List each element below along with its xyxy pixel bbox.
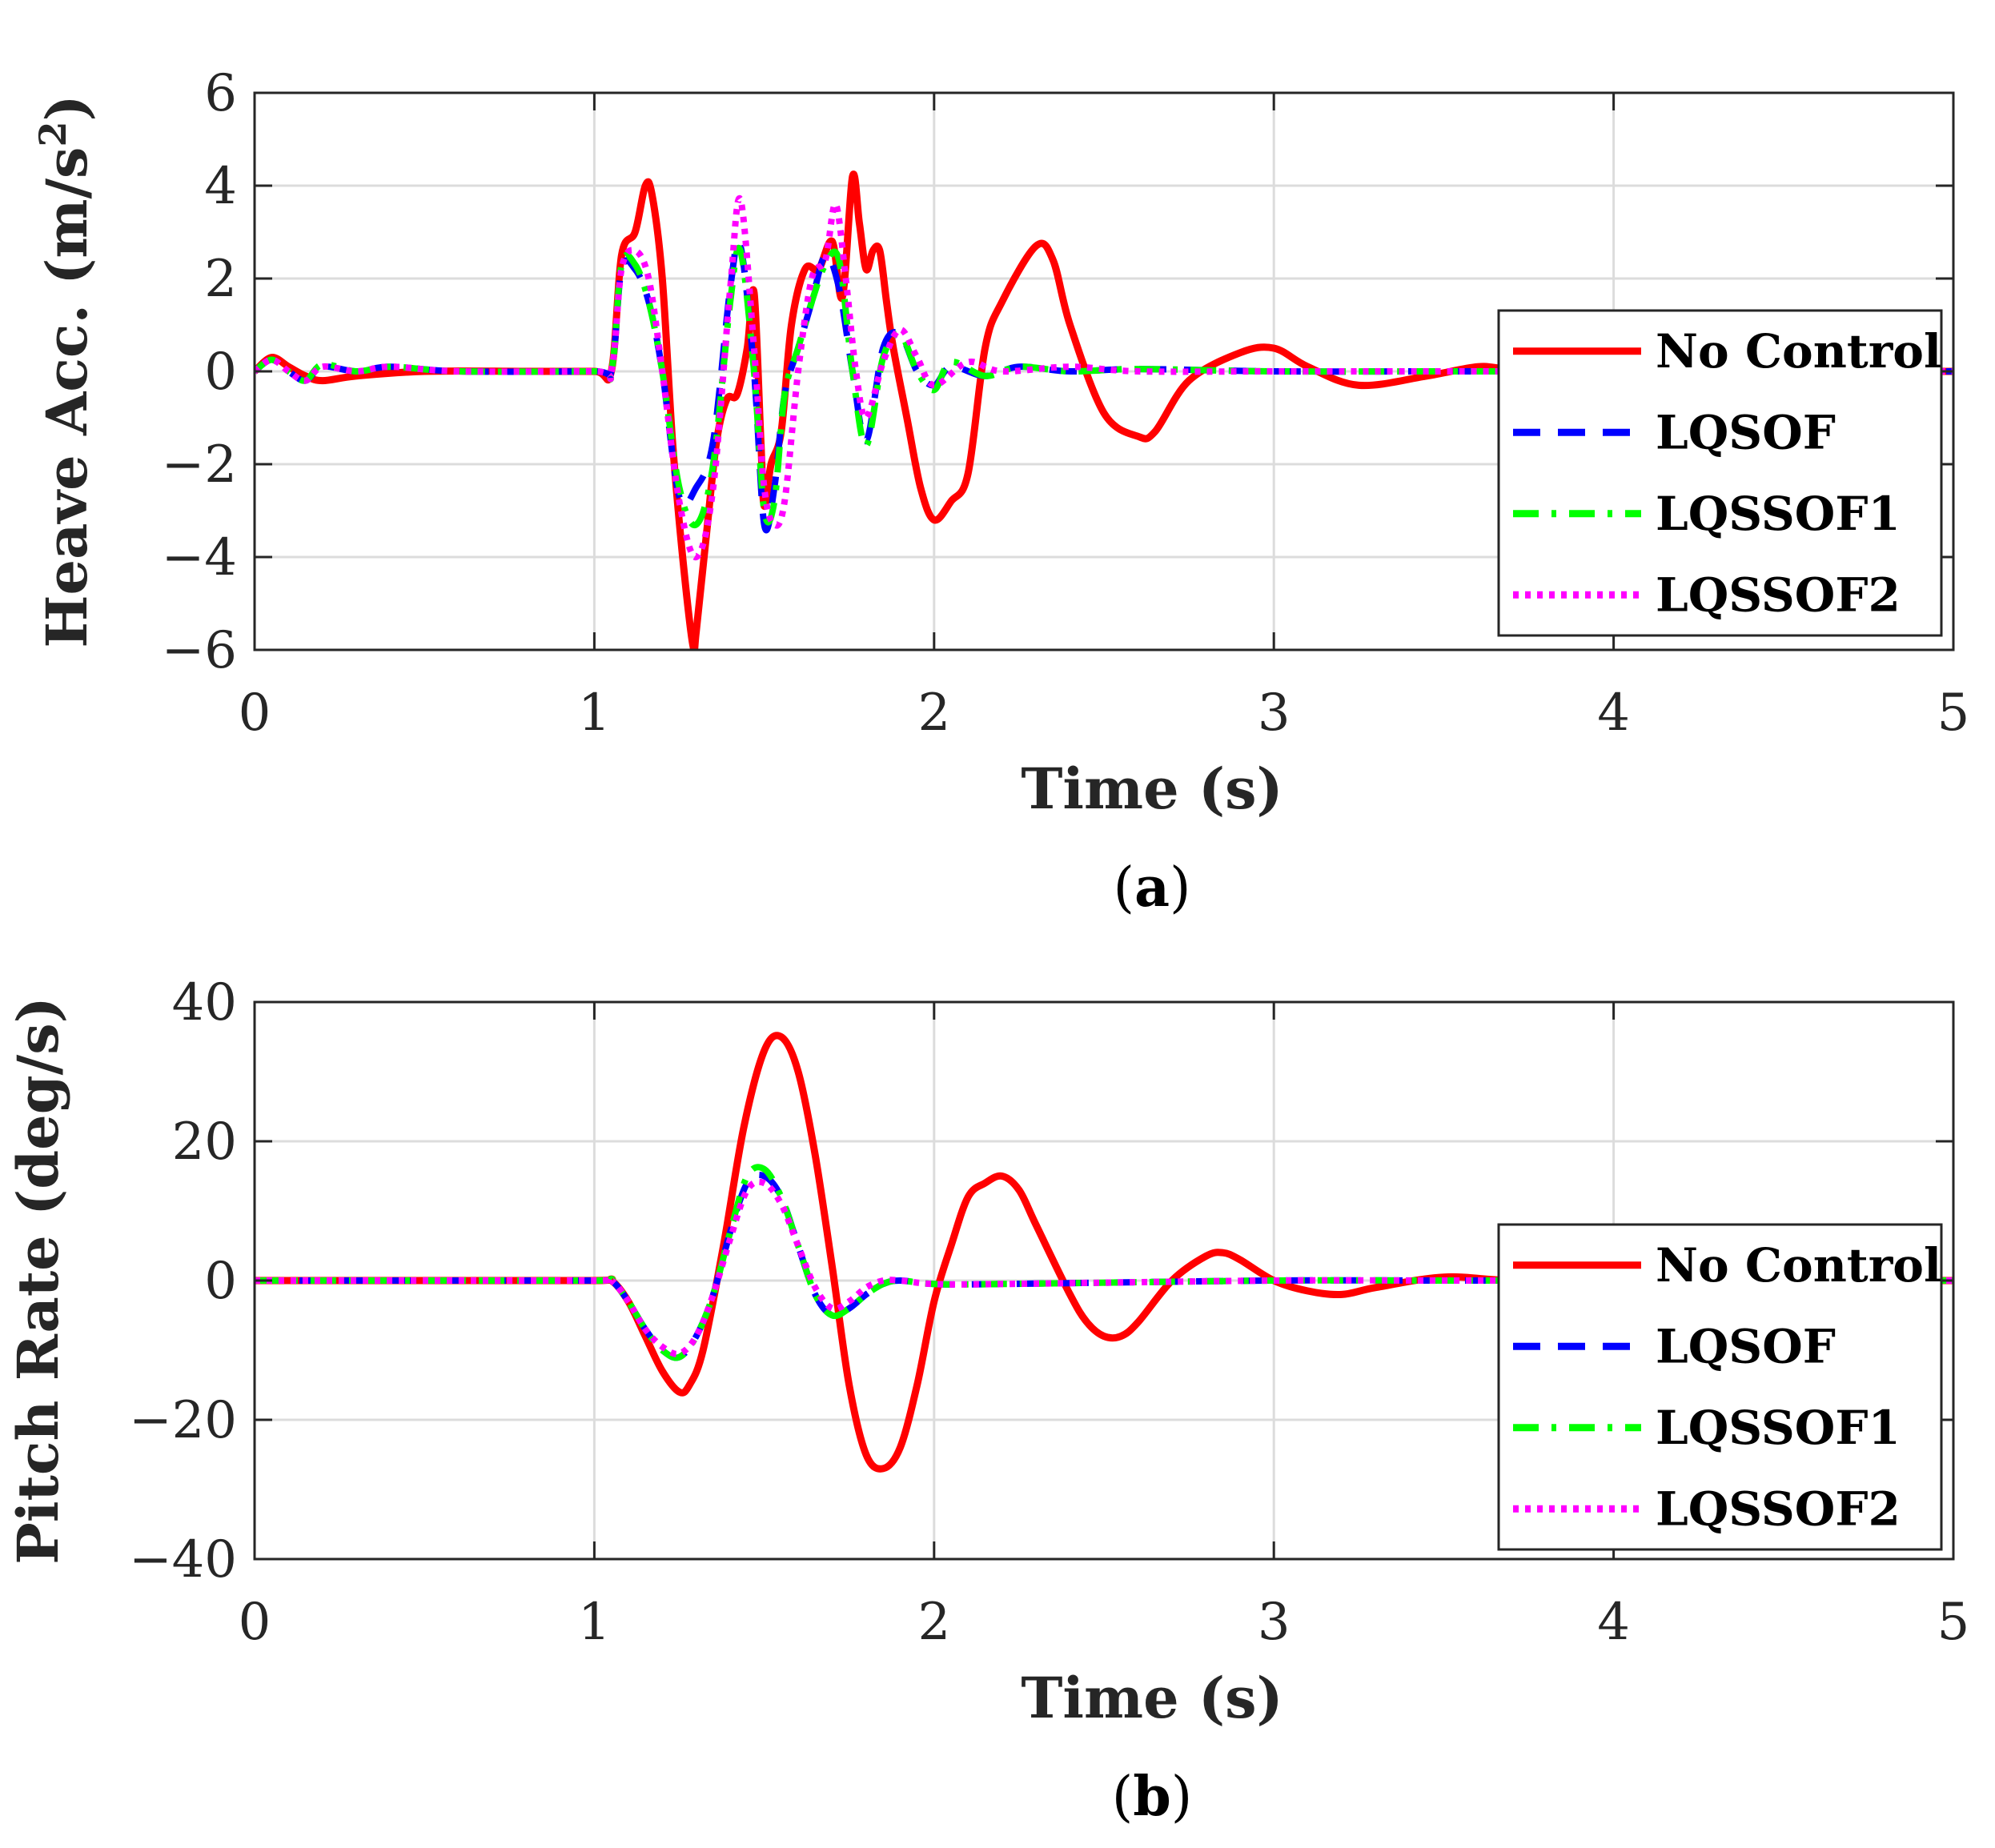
series-line-lqssof1 [255,244,1953,529]
legend-box [1497,309,1943,637]
legend-label: No Control [1656,324,1941,379]
series-line-lqssof2 [255,1178,1953,1357]
x-tick-label: 5 [1937,1593,1970,1652]
y-tick-label: 0 [204,1252,237,1311]
y-tick-label: 4 [204,157,237,216]
x-tick-label: 2 [917,683,950,743]
x-tick-label: 1 [578,683,611,743]
y-tick-label: 20 [172,1112,237,1172]
x-tick-label: 0 [239,683,271,743]
legend-label: LQSSOF1 [1656,487,1901,541]
x-tick-label: 3 [1258,1593,1291,1652]
y-tick-label: −2 [162,435,237,495]
y-tick-label: −4 [162,528,237,587]
legend-label: LQSSOF2 [1656,567,1901,622]
legend-label: No Control [1656,1238,1941,1293]
x-tick-label: 3 [1258,683,1291,743]
x-tick-label: 4 [1597,683,1630,743]
legend-label: LQSSOF2 [1656,1481,1901,1536]
x-tick-label: 1 [578,1593,611,1652]
panel-caption: (b) [1112,1765,1193,1829]
x-axis-label: Time (s) [1021,1665,1282,1731]
legend: No Control LQSOF LQSSOF1 LQSSOF2 [1497,309,1943,637]
x-axis-label: Time (s) [1021,756,1282,822]
y-axis-label-main: Pitch Rate (deg/s) [5,996,71,1564]
y-tick-label: −6 [162,621,237,680]
y-tick-label: 0 [204,343,237,402]
legend-label: LQSOF [1656,405,1836,459]
y-axis-label-close: ) [34,94,100,121]
y-axis-label-superscript: 2 [31,122,74,147]
y-tick-label: 40 [172,973,237,1032]
x-tick-label: 2 [917,1593,950,1652]
y-axis-label: Heave Acc. (m/s2) [31,94,100,647]
series-lines [255,1032,1953,1473]
series-line-lqsof [255,1171,1953,1361]
x-tick-label: 5 [1937,683,1970,743]
legend-box [1497,1223,1943,1551]
y-tick-label: 2 [204,250,237,309]
y-tick-label: −40 [129,1530,237,1589]
x-tick-label: 4 [1597,1593,1630,1652]
chart-pitch-rate: 0 1 2 3 4 5 −40 −20 0 20 40 Time (s) Pitch Rate (deg… [5,973,1969,1829]
legend-label: LQSOF [1656,1319,1836,1373]
y-axis-label: Pitch Rate (deg/s) [5,996,71,1564]
series-lines [255,170,1953,650]
y-tick-label: −20 [129,1391,237,1450]
legend: No Control LQSOF LQSSOF1 LQSSOF2 [1497,1223,1943,1551]
x-tick-label: 0 [239,1593,271,1652]
series-line-no-control [255,1032,1953,1473]
panel-caption: (a) [1113,856,1190,920]
series-line-no-control [255,170,1953,650]
legend-label: LQSSOF1 [1656,1401,1901,1455]
y-tick-label: 6 [204,64,237,123]
y-axis-label-main: Heave Acc. (m/s [34,147,100,648]
